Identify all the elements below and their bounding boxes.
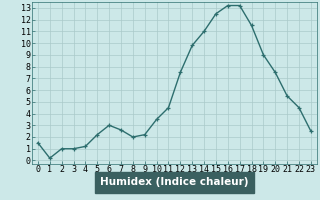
X-axis label: Humidex (Indice chaleur): Humidex (Indice chaleur)	[100, 177, 249, 187]
